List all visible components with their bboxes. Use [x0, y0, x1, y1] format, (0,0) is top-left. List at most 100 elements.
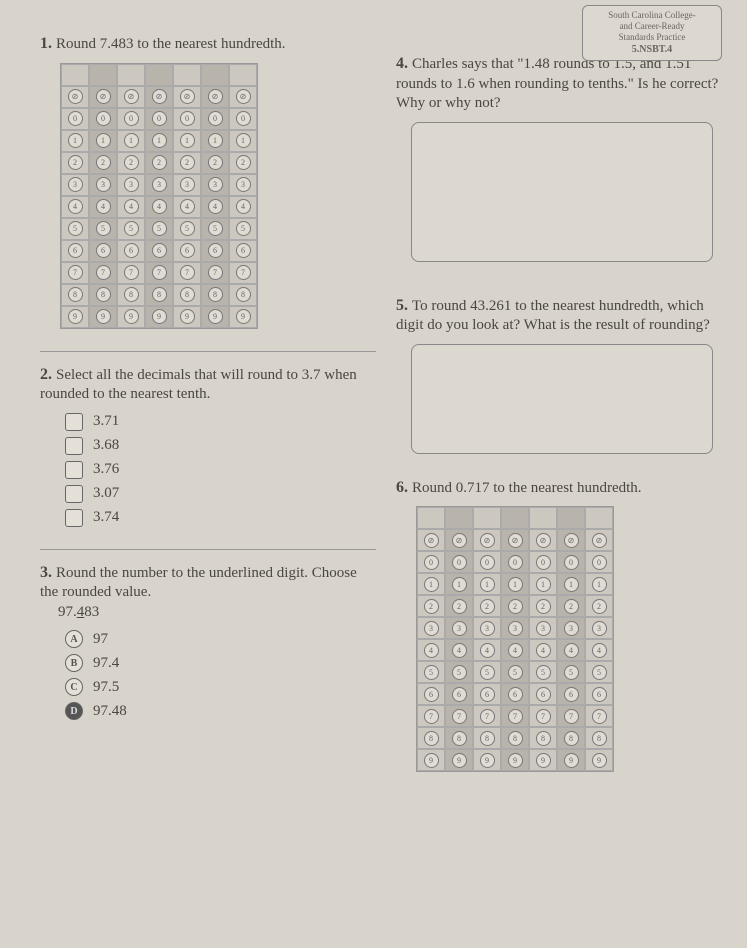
digit-bubble[interactable]: 1	[236, 133, 251, 148]
digit-bubble[interactable]: 7	[508, 709, 523, 724]
digit-bubble[interactable]: 5	[152, 221, 167, 236]
digit-bubble[interactable]: 8	[508, 731, 523, 746]
digit-bubble[interactable]: 5	[480, 665, 495, 680]
digit-bubble[interactable]: 9	[96, 309, 111, 324]
digit-bubble[interactable]: 3	[68, 177, 83, 192]
digit-bubble[interactable]: 3	[452, 621, 467, 636]
digit-bubble[interactable]: 2	[592, 599, 607, 614]
digit-bubble[interactable]: 9	[424, 753, 439, 768]
digit-bubble[interactable]: 6	[564, 687, 579, 702]
digit-bubble[interactable]: 6	[480, 687, 495, 702]
digit-bubble[interactable]: 9	[508, 753, 523, 768]
digit-bubble[interactable]: 9	[180, 309, 195, 324]
digit-bubble[interactable]: 3	[124, 177, 139, 192]
digit-bubble[interactable]: 8	[480, 731, 495, 746]
digit-bubble[interactable]: 6	[236, 243, 251, 258]
radio-option[interactable]: D97.48	[65, 702, 376, 720]
bubble[interactable]: ⊘	[480, 533, 495, 548]
digit-bubble[interactable]: 5	[508, 665, 523, 680]
digit-bubble[interactable]: 3	[96, 177, 111, 192]
radio-bubble[interactable]: D	[65, 702, 83, 720]
digit-bubble[interactable]: 7	[208, 265, 223, 280]
digit-bubble[interactable]: 1	[124, 133, 139, 148]
digit-bubble[interactable]: 0	[152, 111, 167, 126]
digit-bubble[interactable]: 6	[536, 687, 551, 702]
digit-bubble[interactable]: 9	[536, 753, 551, 768]
digit-bubble[interactable]: 8	[68, 287, 83, 302]
digit-bubble[interactable]: 2	[124, 155, 139, 170]
digit-bubble[interactable]: 6	[152, 243, 167, 258]
digit-bubble[interactable]: 5	[564, 665, 579, 680]
checkbox-option[interactable]: 3.07	[65, 485, 376, 503]
checkbox-option[interactable]: 3.68	[65, 437, 376, 455]
bubble[interactable]: ⊘	[180, 89, 195, 104]
digit-bubble[interactable]: 6	[208, 243, 223, 258]
digit-bubble[interactable]: 1	[536, 577, 551, 592]
digit-bubble[interactable]: 2	[508, 599, 523, 614]
digit-bubble[interactable]: 7	[124, 265, 139, 280]
digit-bubble[interactable]: 4	[536, 643, 551, 658]
digit-bubble[interactable]: 2	[236, 155, 251, 170]
digit-bubble[interactable]: 0	[236, 111, 251, 126]
digit-bubble[interactable]: 8	[96, 287, 111, 302]
digit-bubble[interactable]: 5	[536, 665, 551, 680]
digit-bubble[interactable]: 3	[592, 621, 607, 636]
digit-bubble[interactable]: 2	[424, 599, 439, 614]
digit-bubble[interactable]: 1	[208, 133, 223, 148]
digit-bubble[interactable]: 6	[96, 243, 111, 258]
bubble[interactable]: ⊘	[96, 89, 111, 104]
q4-answer-box[interactable]	[411, 122, 713, 262]
digit-bubble[interactable]: 6	[68, 243, 83, 258]
q6-bubble-grid[interactable]: ⊘⊘⊘⊘⊘⊘⊘000000011111112222222333333344444…	[416, 506, 614, 772]
checkbox[interactable]	[65, 437, 83, 455]
digit-bubble[interactable]: 2	[208, 155, 223, 170]
digit-bubble[interactable]: 4	[452, 643, 467, 658]
digit-bubble[interactable]: 0	[68, 111, 83, 126]
digit-bubble[interactable]: 1	[564, 577, 579, 592]
radio-bubble[interactable]: A	[65, 630, 83, 648]
digit-bubble[interactable]: 9	[592, 753, 607, 768]
digit-bubble[interactable]: 9	[152, 309, 167, 324]
digit-bubble[interactable]: 7	[152, 265, 167, 280]
digit-bubble[interactable]: 5	[592, 665, 607, 680]
digit-bubble[interactable]: 4	[564, 643, 579, 658]
digit-bubble[interactable]: 9	[480, 753, 495, 768]
digit-bubble[interactable]: 1	[68, 133, 83, 148]
digit-bubble[interactable]: 8	[424, 731, 439, 746]
digit-bubble[interactable]: 0	[452, 555, 467, 570]
digit-bubble[interactable]: 8	[124, 287, 139, 302]
digit-bubble[interactable]: 6	[424, 687, 439, 702]
digit-bubble[interactable]: 4	[480, 643, 495, 658]
digit-bubble[interactable]: 1	[96, 133, 111, 148]
digit-bubble[interactable]: 0	[424, 555, 439, 570]
digit-bubble[interactable]: 0	[96, 111, 111, 126]
digit-bubble[interactable]: 2	[68, 155, 83, 170]
radio-option[interactable]: C97.5	[65, 678, 376, 696]
digit-bubble[interactable]: 1	[480, 577, 495, 592]
digit-bubble[interactable]: 7	[564, 709, 579, 724]
digit-bubble[interactable]: 3	[424, 621, 439, 636]
digit-bubble[interactable]: 7	[452, 709, 467, 724]
digit-bubble[interactable]: 3	[152, 177, 167, 192]
digit-bubble[interactable]: 0	[508, 555, 523, 570]
digit-bubble[interactable]: 6	[592, 687, 607, 702]
digit-bubble[interactable]: 4	[236, 199, 251, 214]
digit-bubble[interactable]: 3	[236, 177, 251, 192]
bubble[interactable]: ⊘	[536, 533, 551, 548]
digit-bubble[interactable]: 0	[536, 555, 551, 570]
digit-bubble[interactable]: 5	[236, 221, 251, 236]
digit-bubble[interactable]: 1	[424, 577, 439, 592]
digit-bubble[interactable]: 6	[452, 687, 467, 702]
digit-bubble[interactable]: 6	[124, 243, 139, 258]
digit-bubble[interactable]: 9	[452, 753, 467, 768]
digit-bubble[interactable]: 9	[124, 309, 139, 324]
radio-bubble[interactable]: B	[65, 654, 83, 672]
radio-bubble[interactable]: C	[65, 678, 83, 696]
bubble[interactable]: ⊘	[424, 533, 439, 548]
digit-bubble[interactable]: 4	[96, 199, 111, 214]
bubble[interactable]: ⊘	[508, 533, 523, 548]
digit-bubble[interactable]: 4	[68, 199, 83, 214]
bubble[interactable]: ⊘	[452, 533, 467, 548]
digit-bubble[interactable]: 1	[180, 133, 195, 148]
digit-bubble[interactable]: 4	[152, 199, 167, 214]
